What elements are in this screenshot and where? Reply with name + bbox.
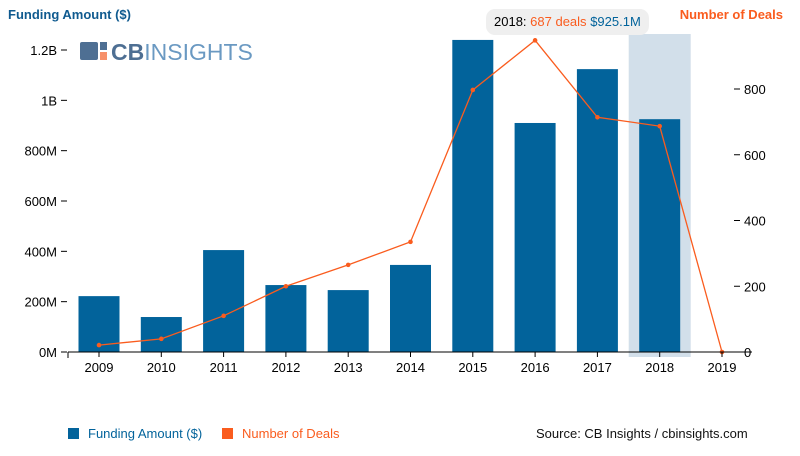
logo-mark-left: [80, 42, 98, 60]
right-tick-label-600: 600: [744, 148, 766, 163]
legend-item-funding[interactable]: Funding Amount ($): [68, 426, 202, 441]
deals-point-2017: [595, 114, 600, 120]
x-tick-label-2012: 2012: [271, 360, 300, 375]
bar-2013: [327, 290, 369, 352]
cbinsights-logo: CBINSIGHTS: [80, 39, 253, 65]
tooltip-deals: 687 deals: [530, 14, 587, 29]
logo-text-light: INSIGHTS: [144, 39, 253, 65]
bar-2014: [390, 264, 431, 352]
deals-point-2010: [159, 336, 164, 342]
legend-item-deals[interactable]: Number of Deals: [222, 426, 340, 441]
logo-mark-bottom: [100, 52, 107, 60]
x-tick-label-2011: 2011: [210, 360, 238, 375]
tooltip: 2018: 687 deals $925.1M: [486, 9, 649, 35]
x-tick-label-2018: 2018: [645, 360, 674, 375]
deals-point-2011: [221, 313, 226, 319]
x-tick-label-2013: 2013: [334, 360, 363, 375]
deals-point-2016: [532, 38, 538, 43]
deals-point-2012: [283, 283, 289, 289]
right-tick-label-200: 200: [744, 279, 766, 294]
legend-label-funding: Funding Amount ($): [88, 426, 203, 441]
deals-point-2018: [657, 123, 662, 129]
x-tick-label-2016: 2016: [521, 360, 550, 375]
bar-2018: [639, 119, 681, 352]
x-tick-label-2010: 2010: [147, 360, 176, 375]
left-tick-label-1.2B: 1.2B: [30, 43, 57, 58]
x-tick-label-2019: 2019: [708, 360, 737, 375]
logo-text: CBINSIGHTS: [111, 39, 253, 65]
legend-label-deals: Number of Deals: [242, 426, 340, 441]
deals-point-2009: [96, 342, 102, 348]
bar-2015: [452, 39, 494, 352]
right-tick-label-0: 0: [744, 345, 751, 360]
x-tick-label-2009: 2009: [85, 360, 114, 375]
left-tick-label-400M: 400M: [24, 244, 57, 259]
right-axis-title: Number of Deals: [680, 7, 783, 22]
source-note: Source: CB Insights / cbinsights.com: [536, 426, 748, 441]
left-tick-label-0M: 0M: [39, 345, 57, 360]
logo-mark-top: [100, 42, 107, 50]
deals-point-2013: [345, 262, 351, 268]
bar-2009: [78, 296, 120, 352]
left-tick-label-1B: 1B: [41, 93, 57, 108]
x-tick-label-2015: 2015: [458, 360, 487, 375]
left-tick-label-800M: 800M: [24, 144, 57, 159]
left-tick-label-600M: 600M: [24, 194, 57, 209]
bar-2011: [203, 250, 245, 352]
tooltip-year: 2018:: [494, 14, 527, 29]
bar-2012: [265, 285, 307, 352]
legend-swatch-funding: [68, 428, 79, 439]
left-tick-label-200M: 200M: [24, 295, 57, 310]
tooltip-amount: $925.1M: [590, 14, 641, 29]
bar-2010: [140, 317, 182, 352]
deals-point-2014: [408, 239, 413, 245]
bar-2017: [576, 69, 618, 353]
deals-point-2015: [470, 87, 476, 93]
left-axis-title: Funding Amount ($): [8, 7, 131, 22]
right-tick-label-800: 800: [744, 82, 766, 97]
right-tick-label-400: 400: [744, 214, 766, 229]
x-tick-label-2014: 2014: [396, 360, 425, 375]
bar-2016: [514, 122, 556, 352]
legend-swatch-deals: [222, 428, 233, 439]
logo-text-bold: CB: [111, 39, 144, 65]
x-tick-label-2017: 2017: [583, 360, 612, 375]
